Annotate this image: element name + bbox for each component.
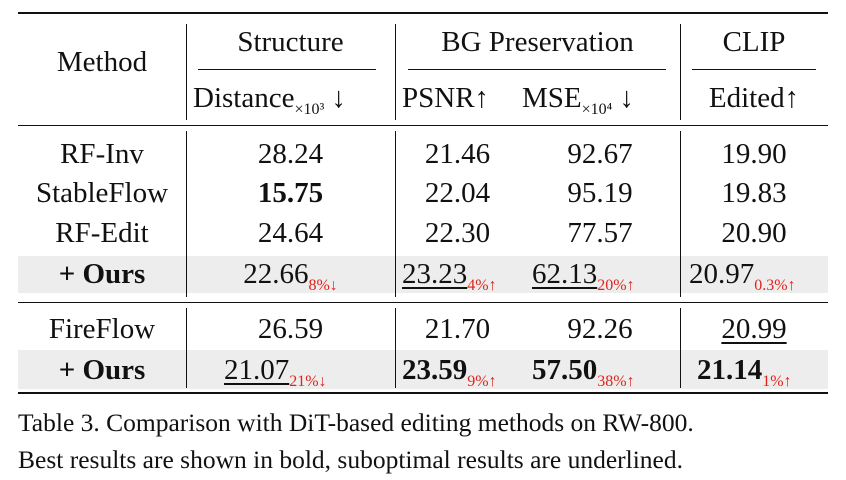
distance-value: 21.07 [224,354,290,386]
header-mse: MSE×10⁴ ↓ [522,81,634,127]
cell-distance: 28.24 [257,138,324,170]
header-psnr: PSNR↑ [402,82,490,114]
top-rule [18,12,828,14]
header-rule [18,125,828,127]
cell-mse: 77.57 [567,217,633,249]
header-bg-preservation: BG Preservation [441,26,634,58]
edited-delta: 0.3%↑ [754,277,796,294]
vline-body-1b [186,308,188,388]
cell-edited-best: 21.141%↑ [697,353,792,399]
distance-delta: 21%↓ [289,373,327,390]
header-edited: Edited↑ [708,82,800,114]
header-clip: CLIP [722,26,786,58]
cell-method: StableFlow [35,177,169,209]
mse-value: 57.50 [532,354,598,386]
psnr-delta: 4%↑ [467,277,497,294]
distance-arrow: ↓ [331,82,347,114]
mse-value: 62.13 [532,258,598,290]
distance-label: Distance [193,82,295,114]
header-method: Method [56,46,148,78]
cell-psnr: 21.70 [424,313,491,345]
cell-mse-best: 57.5038%↑ [532,353,635,399]
mse-delta: 38%↑ [597,373,635,390]
edited-value: 21.14 [697,354,763,386]
cell-psnr: 21.46 [424,138,491,170]
psnr-delta: 9%↑ [467,373,497,390]
cell-mse: 95.19 [567,177,633,209]
cell-psnr: 22.30 [424,217,491,249]
vline-body-2a [395,131,397,297]
cell-edited: 19.83 [721,177,787,209]
highlight-row-ours-1 [18,256,828,293]
cell-distance-suboptimal: 21.0721%↓ [224,353,327,399]
psnr-value: 23.59 [402,354,468,386]
group-underline-clip [692,69,816,71]
mse-arrow: ↓ [619,82,635,114]
header-structure: Structure [237,26,344,58]
psnr-value: 23.23 [402,258,468,290]
cell-edited: 20.90 [721,217,787,249]
cell-distance: 22.668%↓ [186,257,395,303]
cell-method: RF-Edit [55,217,149,249]
cell-mse: 92.26 [567,313,633,345]
vline-2 [395,24,397,120]
cell-psnr: 22.04 [424,177,491,209]
cell-edited: 19.90 [721,138,787,170]
edited-value: 20.97 [689,258,755,290]
table-caption-line-1: Table 3. Comparison with DiT-based editi… [18,408,694,437]
cell-distance: 26.59 [257,313,324,345]
group-underline-bg [408,69,666,71]
highlight-row-ours-2 [18,350,828,389]
edited-delta: 1%↑ [762,373,792,390]
vline-1 [186,24,188,120]
table-caption-line-2: Best results are shown in bold, suboptim… [18,445,684,474]
edited-value: 20.99 [721,313,787,345]
vline-body-3b [680,308,682,388]
bottom-rule [18,392,828,394]
mse-unit: ×10⁴ [581,101,613,118]
mse-label: MSE [522,82,582,114]
cell-psnr-suboptimal: 23.234%↑ [402,257,497,303]
vline-3 [680,24,682,120]
distance-delta: 8%↓ [308,277,338,294]
cell-mse: 92.67 [567,138,633,170]
cell-edited-suboptimal: 20.99 [680,312,828,346]
cell-method: + Ours [58,354,146,386]
cell-mse-suboptimal: 62.1320%↑ [532,257,635,303]
mse-delta: 20%↑ [597,277,635,294]
cell-distance: 24.64 [257,217,324,249]
group-underline-structure [198,69,376,71]
cell-distance-best: 15.75 [257,177,324,209]
vline-body-1a [186,131,188,297]
distance-unit: ×10³ [294,101,325,118]
cell-method: FireFlow [48,313,156,345]
cell-method: RF-Inv [60,138,144,170]
header-distance: Distance×10³ ↓ [193,81,346,127]
cell-edited: 20.970.3%↑ [689,257,796,303]
vline-body-3a [680,131,682,297]
distance-value: 22.66 [243,258,309,290]
cell-psnr-best: 23.599%↑ [402,353,497,399]
mid-rule [18,302,828,304]
vline-body-2b [395,308,397,388]
cell-method: + Ours [58,258,146,290]
